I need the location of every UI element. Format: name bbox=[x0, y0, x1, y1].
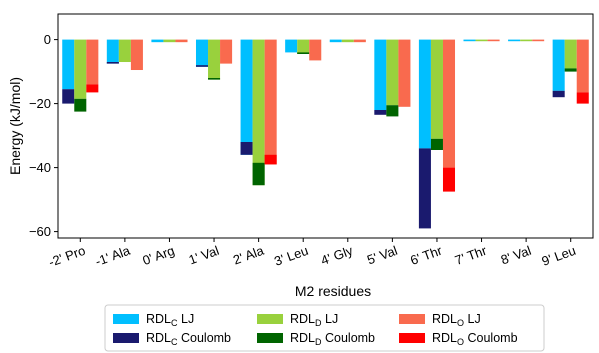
bar-C-lj-0 bbox=[62, 39, 75, 90]
x-tick-label: 4' Gly bbox=[319, 243, 355, 268]
x-tick-label: 1' Val bbox=[187, 243, 222, 268]
bar-D-lj-10 bbox=[520, 39, 533, 42]
legend-label: RDLC LJ bbox=[146, 312, 194, 328]
bar-O-lj-8 bbox=[442, 39, 456, 168]
bar-O-lj-11 bbox=[576, 39, 589, 93]
bar-C-coulomb-3 bbox=[195, 65, 209, 67]
legend-swatch bbox=[257, 333, 283, 343]
x-tick-label: 0' Arg bbox=[140, 243, 176, 268]
legend-label: RDLO Coulomb bbox=[432, 331, 518, 347]
bar-O-lj-0 bbox=[86, 39, 99, 85]
x-tick-label: 5' Val bbox=[365, 243, 400, 268]
legend-swatch bbox=[257, 314, 283, 324]
legend-swatch bbox=[399, 333, 425, 343]
bar-D-lj-0 bbox=[74, 39, 87, 99]
bar-C-lj-2 bbox=[151, 39, 164, 43]
bar-D-lj-11 bbox=[564, 39, 577, 69]
x-tick-label: 2' Ala bbox=[231, 242, 266, 267]
bar-O-lj-3 bbox=[220, 39, 233, 64]
y-tick-label: 0 bbox=[44, 32, 51, 47]
y-axis-title: Energy (kJ/mol) bbox=[7, 77, 23, 175]
bar-C-coulomb-7 bbox=[374, 110, 387, 115]
bar-C-coulomb-4 bbox=[240, 142, 253, 155]
x-tick-label: 7' Thr bbox=[453, 242, 489, 267]
legend-swatch bbox=[113, 333, 139, 343]
bar-D-lj-3 bbox=[208, 39, 221, 80]
bar-C-lj-6 bbox=[329, 39, 342, 43]
bar-D-lj-6 bbox=[341, 39, 354, 43]
bar-D-lj-7 bbox=[386, 39, 399, 106]
bar-O-lj-9 bbox=[487, 39, 500, 42]
bar-C-lj-8 bbox=[418, 39, 431, 149]
bar-O-coulomb-4 bbox=[264, 154, 277, 165]
bar-C-coulomb-0 bbox=[62, 89, 75, 104]
bar-O-lj-5 bbox=[309, 39, 322, 61]
bar-D-lj-5 bbox=[297, 39, 310, 54]
bar-D-lj-4 bbox=[252, 39, 265, 186]
y-tick-label: −60 bbox=[29, 224, 51, 239]
bar-C-lj-11 bbox=[552, 39, 565, 91]
bar-C-lj-10 bbox=[508, 39, 521, 42]
bar-O-lj-1 bbox=[130, 39, 143, 70]
bar-O-lj-7 bbox=[398, 39, 411, 107]
legend-box bbox=[104, 304, 545, 352]
legend-label: RDLD LJ bbox=[290, 312, 338, 328]
bar-C-lj-4 bbox=[240, 39, 253, 155]
bar-D-coulomb-11 bbox=[564, 68, 577, 72]
bar-C-lj-7 bbox=[374, 39, 387, 110]
x-tick-label: 6' Thr bbox=[408, 242, 444, 267]
plot-frame bbox=[57, 13, 594, 239]
x-tick-label: 9' Leu bbox=[540, 243, 578, 269]
bar-D-coulomb-5 bbox=[297, 52, 310, 54]
bar-C-coulomb-8 bbox=[418, 148, 431, 229]
bar-D-coulomb-7 bbox=[386, 105, 399, 117]
x-tick-label: 3' Leu bbox=[272, 243, 310, 269]
bar-D-lj-9 bbox=[475, 39, 488, 42]
bar-C-coulomb-11 bbox=[552, 90, 565, 98]
bar-O-coulomb-11 bbox=[576, 92, 589, 104]
bar-C-coulomb-1 bbox=[106, 62, 119, 64]
bar-D-coulomb-3 bbox=[208, 78, 221, 80]
x-tick-label: -2' Pro bbox=[47, 243, 88, 270]
bar-D-coulomb-8 bbox=[430, 138, 443, 150]
bar-D-coulomb-4 bbox=[252, 162, 265, 186]
x-axis-title: M2 residues bbox=[295, 283, 371, 299]
legend-swatch bbox=[399, 314, 425, 324]
bar-D-lj-8 bbox=[430, 39, 443, 139]
legend-label: RDLD Coulomb bbox=[290, 331, 375, 347]
bar-C-lj-3 bbox=[195, 39, 209, 67]
bar-O-lj-2 bbox=[175, 39, 188, 43]
legend-label: RDLO LJ bbox=[432, 312, 481, 328]
y-tick-label: −20 bbox=[29, 96, 51, 111]
bar-D-coulomb-0 bbox=[74, 98, 87, 112]
bar-O-lj-4 bbox=[264, 39, 277, 165]
y-tick-label: −40 bbox=[29, 160, 51, 175]
x-tick-label: -1' Ala bbox=[93, 242, 132, 269]
bar-O-lj-10 bbox=[532, 39, 545, 42]
x-tick-label: 8' Val bbox=[499, 243, 534, 268]
bar-D-lj-2 bbox=[163, 39, 176, 43]
legend: RDLC LJ RDLC Coulomb RDLD LJ RDLD Coulomb RD… bbox=[104, 304, 545, 352]
bar-C-lj-1 bbox=[106, 39, 119, 64]
bars-layer bbox=[62, 39, 589, 229]
bar-O-lj-6 bbox=[353, 39, 366, 43]
bar-C-lj-5 bbox=[285, 39, 298, 53]
bar-O-coulomb-0 bbox=[86, 84, 99, 93]
bar-D-lj-1 bbox=[118, 39, 131, 62]
bar-C-lj-9 bbox=[463, 39, 476, 42]
legend-swatch bbox=[113, 314, 139, 324]
legend-label: RDLC Coulomb bbox=[146, 331, 231, 347]
bar-O-coulomb-8 bbox=[442, 167, 456, 192]
